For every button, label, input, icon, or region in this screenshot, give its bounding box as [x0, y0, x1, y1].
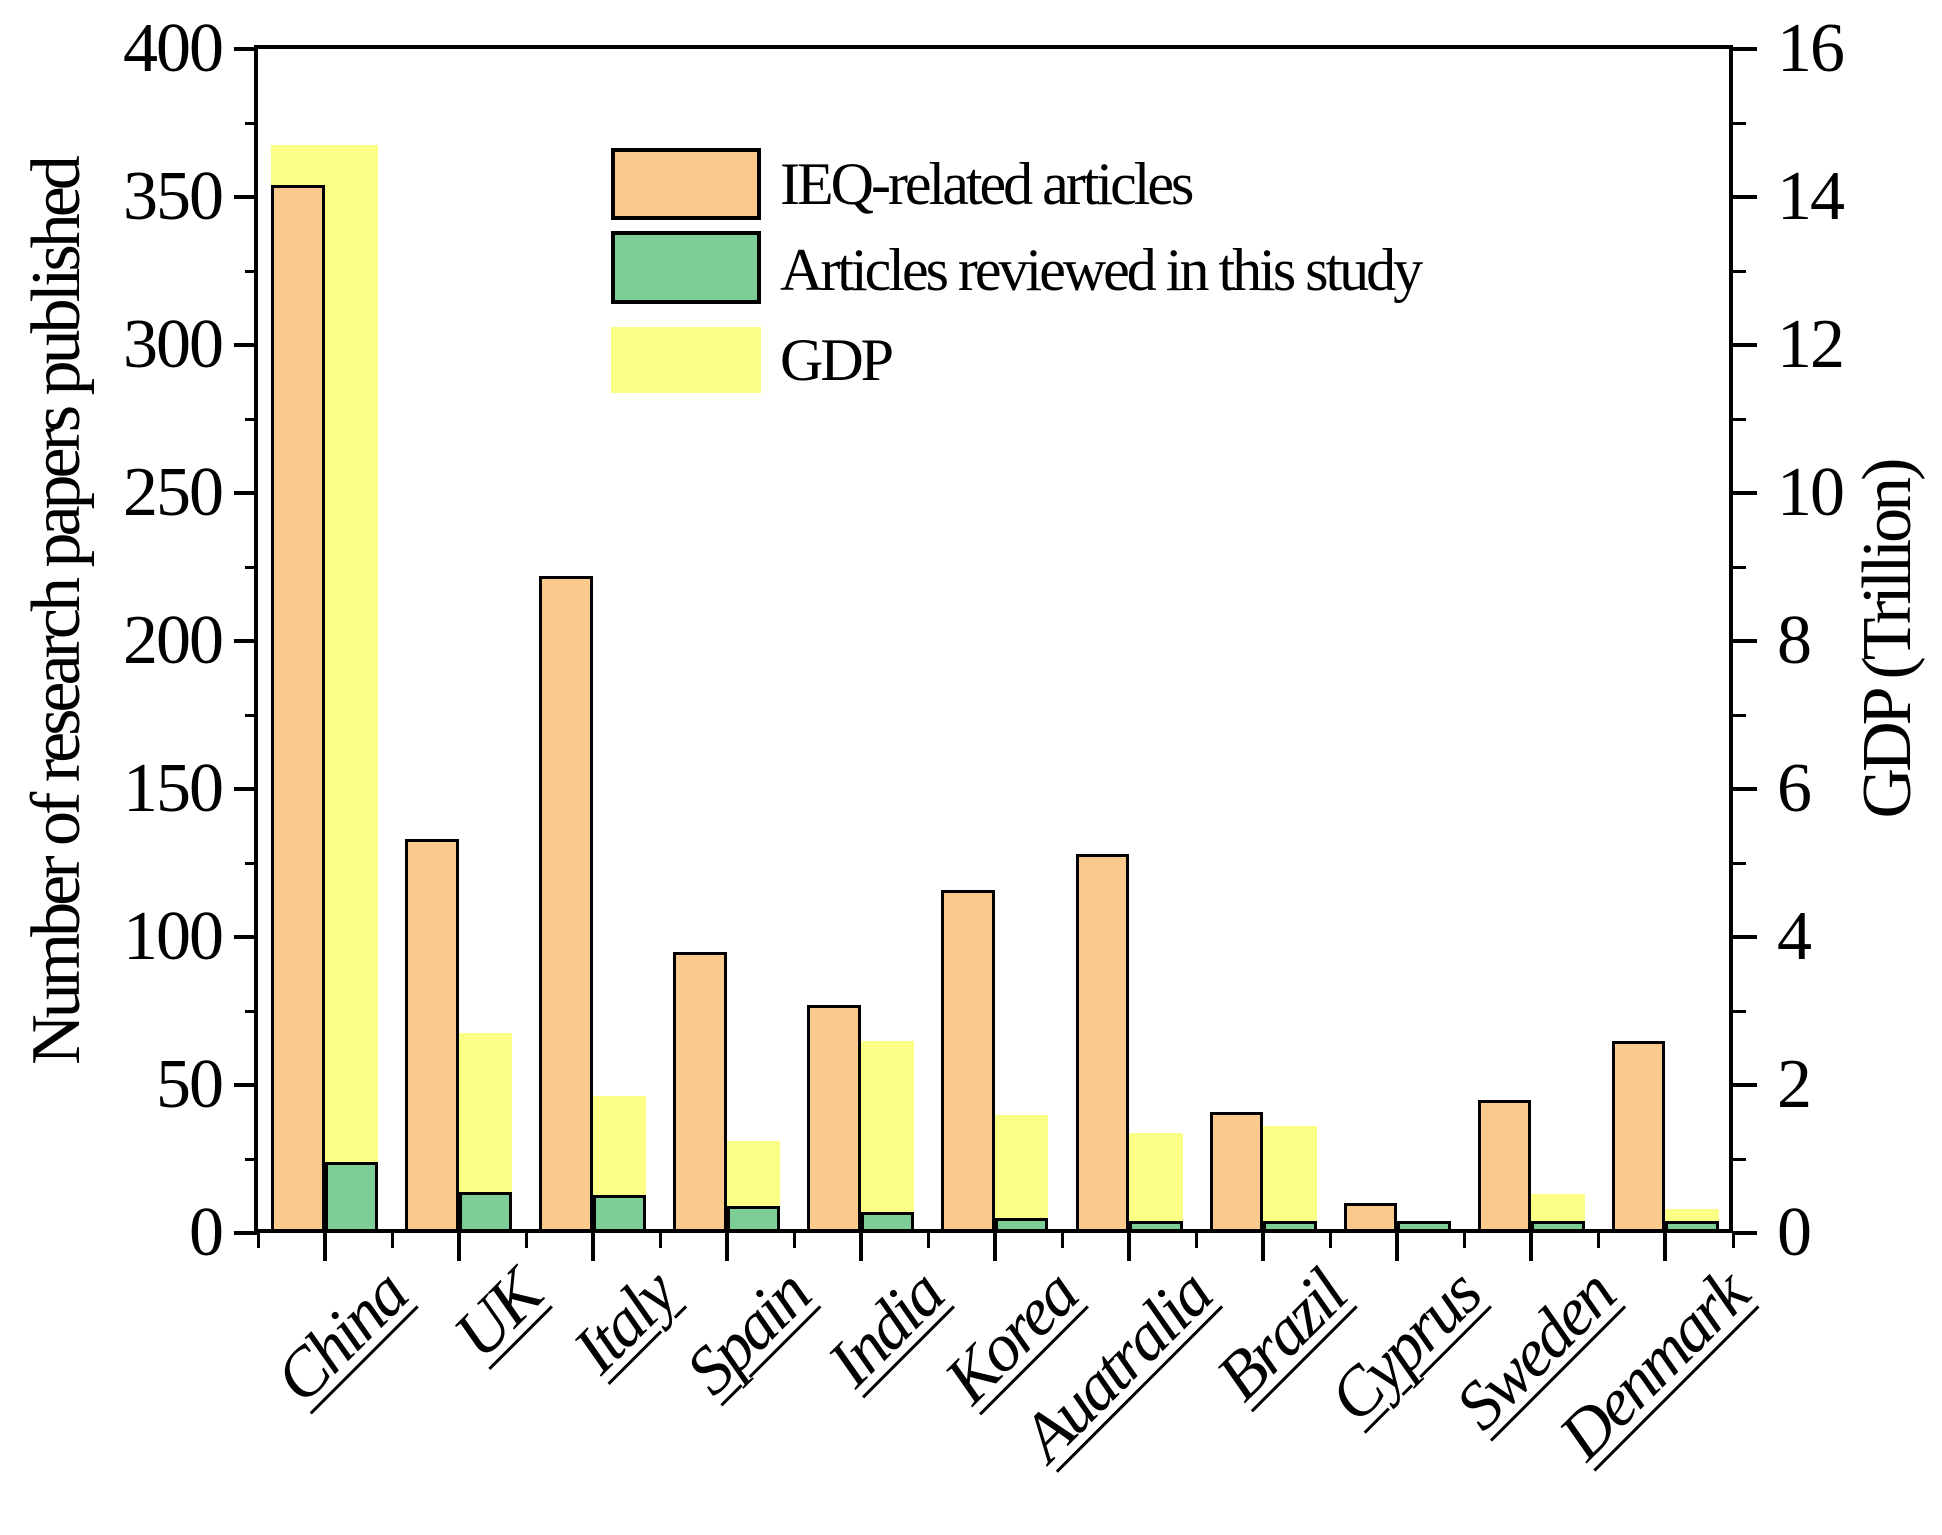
- bar-ieq-related-articles-uk: [405, 839, 459, 1233]
- right-axis-tick-label: 4: [1777, 898, 1812, 975]
- x-axis-category-label-uk: UK: [438, 1255, 556, 1373]
- right-axis-minor-tick: [1733, 565, 1746, 569]
- x-axis-major-tick: [724, 1233, 729, 1261]
- left-axis-minor-tick: [245, 1157, 258, 1161]
- right-axis-tick-label: 12: [1777, 306, 1845, 383]
- right-axis-major-tick: [1733, 787, 1757, 791]
- left-axis-minor-tick: [245, 1009, 258, 1013]
- left-axis-major-tick: [234, 1083, 258, 1087]
- bar-ieq-related-articles-denmark: [1611, 1040, 1666, 1233]
- x-axis-minor-tick: [1731, 1233, 1735, 1248]
- right-axis-minor-tick: [1733, 713, 1746, 717]
- right-axis-tick-label: 6: [1777, 750, 1812, 827]
- bar-articles-reviewed-in-this-study-spain: [726, 1206, 781, 1233]
- right-axis-major-tick: [1733, 639, 1757, 643]
- x-axis-major-tick: [456, 1233, 461, 1261]
- x-axis-major-tick: [1529, 1233, 1534, 1261]
- right-axis-major-tick: [1733, 935, 1757, 939]
- x-axis-minor-tick: [1329, 1233, 1333, 1248]
- bar-ieq-related-articles-india: [807, 1005, 861, 1233]
- left-axis-minor-tick: [245, 565, 258, 569]
- bar-ieq-related-articles-auatralia: [1075, 854, 1130, 1233]
- left-axis-major-tick: [234, 195, 258, 199]
- right-axis-tick-label: 14: [1777, 158, 1845, 235]
- left-axis-major-tick: [234, 1231, 258, 1235]
- x-axis-category-label-india: India: [812, 1255, 958, 1401]
- right-axis-tick-label: 0: [1777, 1194, 1812, 1271]
- bar-ieq-related-articles-sweden: [1477, 1099, 1532, 1233]
- x-axis-minor-tick: [524, 1233, 528, 1248]
- left-axis-tick-label: 100: [123, 898, 224, 975]
- bar-ieq-related-articles-cyprus: [1343, 1203, 1398, 1233]
- right-axis-minor-tick: [1733, 1157, 1746, 1161]
- bar-ieq-related-articles-brazil: [1209, 1111, 1264, 1233]
- x-axis-major-tick: [322, 1233, 327, 1261]
- x-axis-minor-tick: [1463, 1233, 1467, 1248]
- right-axis-major-tick: [1733, 491, 1757, 495]
- x-axis-major-tick: [1261, 1233, 1266, 1261]
- x-axis-minor-tick: [926, 1233, 930, 1248]
- x-axis-major-tick: [992, 1233, 997, 1261]
- right-axis-minor-tick: [1733, 1009, 1746, 1013]
- right-axis-tick-label: 8: [1777, 602, 1812, 679]
- left-axis-tick-label: 350: [123, 158, 224, 235]
- left-axis-tick-label: 200: [123, 602, 224, 679]
- right-axis-major-tick: [1733, 1083, 1757, 1087]
- left-axis-tick-label: 50: [156, 1046, 224, 1123]
- bar-ieq-related-articles-china: [271, 185, 325, 1233]
- left-axis-major-tick: [234, 935, 258, 939]
- right-axis-major-tick: [1733, 47, 1757, 51]
- right-axis-tick-label: 16: [1777, 10, 1845, 87]
- right-axis-major-tick: [1733, 1231, 1757, 1235]
- right-axis-minor-tick: [1733, 269, 1746, 273]
- right-axis-minor-tick: [1733, 121, 1746, 125]
- left-axis-major-tick: [234, 639, 258, 643]
- left-axis-tick-label: 0: [189, 1194, 224, 1271]
- bar-ieq-related-articles-korea: [941, 889, 995, 1233]
- x-axis-major-tick: [1127, 1233, 1132, 1261]
- left-axis-minor-tick: [245, 121, 258, 125]
- left-axis-major-tick: [234, 343, 258, 347]
- left-axis-tick-label: 400: [123, 10, 224, 87]
- left-axis-major-tick: [234, 47, 258, 51]
- left-axis-minor-tick: [245, 417, 258, 421]
- x-axis-minor-tick: [1195, 1233, 1199, 1248]
- left-axis-minor-tick: [245, 713, 258, 717]
- left-axis-major-tick: [234, 491, 258, 495]
- x-axis-category-label-spain: Spain: [670, 1255, 824, 1409]
- x-axis-major-tick: [858, 1233, 863, 1261]
- x-axis-category-label-italy: Italy: [558, 1255, 690, 1388]
- x-axis-minor-tick: [792, 1233, 796, 1248]
- x-axis-major-tick: [1663, 1233, 1668, 1261]
- x-axis-major-tick: [1395, 1233, 1400, 1261]
- x-axis-minor-tick: [658, 1233, 662, 1248]
- x-axis-minor-tick: [1597, 1233, 1601, 1248]
- x-axis-minor-tick: [256, 1233, 260, 1248]
- left-axis-minor-tick: [245, 861, 258, 865]
- bar-ieq-related-articles-spain: [673, 951, 727, 1233]
- right-axis-minor-tick: [1733, 417, 1746, 421]
- bar-articles-reviewed-in-this-study-italy: [592, 1194, 647, 1233]
- x-axis-major-tick: [590, 1233, 595, 1261]
- x-axis-minor-tick: [1061, 1233, 1065, 1248]
- right-axis-major-tick: [1733, 343, 1757, 347]
- right-axis-major-tick: [1733, 195, 1757, 199]
- left-axis-tick-label: 150: [123, 750, 224, 827]
- right-axis-minor-tick: [1733, 861, 1746, 865]
- left-axis-tick-label: 300: [123, 306, 224, 383]
- left-axis-tick-label: 250: [123, 454, 224, 531]
- left-axis-minor-tick: [245, 269, 258, 273]
- bar-ieq-related-articles-italy: [539, 575, 593, 1233]
- x-axis-category-label-china: China: [260, 1255, 422, 1417]
- right-axis-tick-label: 10: [1777, 454, 1845, 531]
- x-axis-minor-tick: [390, 1233, 394, 1248]
- right-axis-tick-label: 2: [1777, 1046, 1812, 1123]
- left-axis-major-tick: [234, 787, 258, 791]
